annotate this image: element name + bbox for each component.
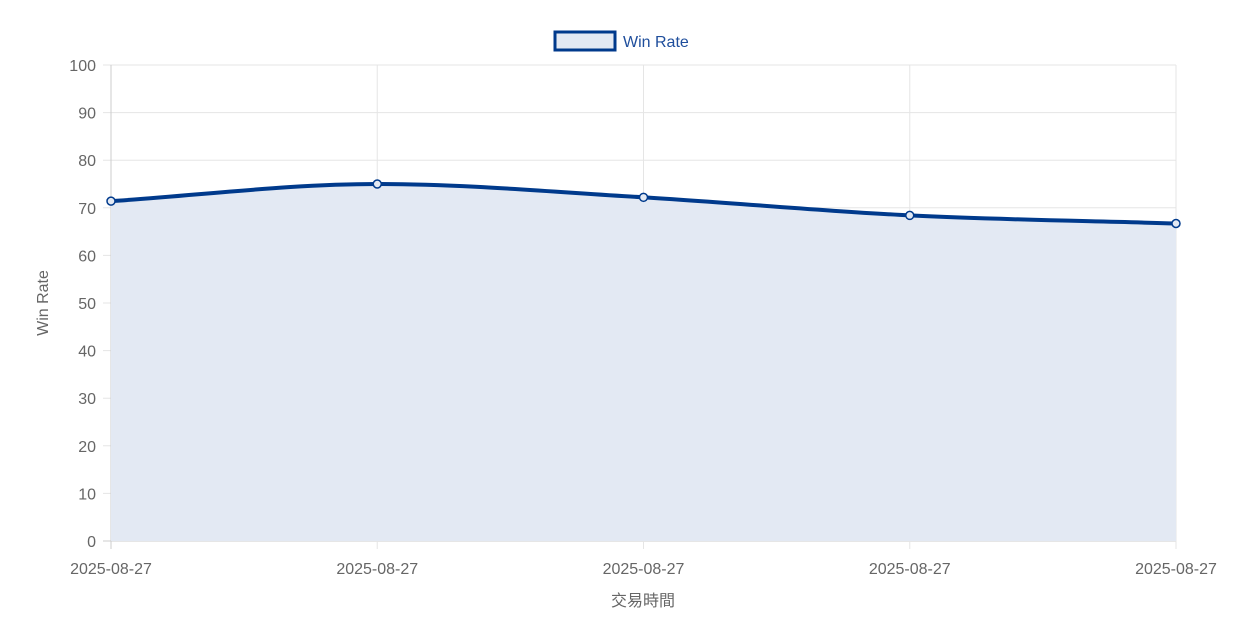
data-point[interactable]: [372, 179, 382, 189]
area-fill-layer: [111, 184, 1176, 541]
y-tick-label: 60: [78, 248, 96, 265]
data-point[interactable]: [1171, 218, 1181, 229]
y-tick-label: 100: [69, 58, 96, 75]
y-tick-label: 10: [78, 486, 96, 503]
x-tick-label: 2025-08-27: [70, 561, 152, 578]
x-tick-label: 2025-08-27: [869, 561, 951, 578]
x-axis-ticks: 2025-08-27 2025-08-27 2025-08-27 2025-08-27…: [70, 561, 1217, 578]
y-axis-ticks: 0 10 20 30 40 50 60 70 80 90 100: [69, 58, 96, 551]
data-point[interactable]: [638, 192, 649, 203]
y-tick-label: 40: [78, 344, 96, 361]
y-tick-label: 20: [78, 439, 96, 456]
legend-label: Win Rate: [623, 34, 689, 51]
data-points-layer: [106, 179, 1181, 229]
data-point[interactable]: [106, 196, 116, 206]
y-tick-label: 70: [78, 201, 96, 218]
y-tick-label: 50: [78, 296, 96, 313]
y-tick-label: 90: [78, 106, 96, 123]
x-axis-title: 交易時間: [611, 592, 675, 610]
y-axis-title: Win Rate: [35, 270, 52, 336]
x-tick-label: 2025-08-27: [336, 561, 418, 578]
x-tick-label: 2025-08-27: [603, 561, 685, 578]
y-tick-label: 30: [78, 391, 96, 408]
data-point[interactable]: [905, 210, 915, 221]
legend-item-win-rate[interactable]: Win Rate: [553, 30, 689, 52]
y-tick-label: 80: [78, 153, 96, 170]
legend-swatch: [553, 30, 617, 52]
series-area-fill: [111, 184, 1176, 541]
x-tick-label: 2025-08-27: [1135, 561, 1217, 578]
y-tick-label: 0: [87, 534, 96, 551]
